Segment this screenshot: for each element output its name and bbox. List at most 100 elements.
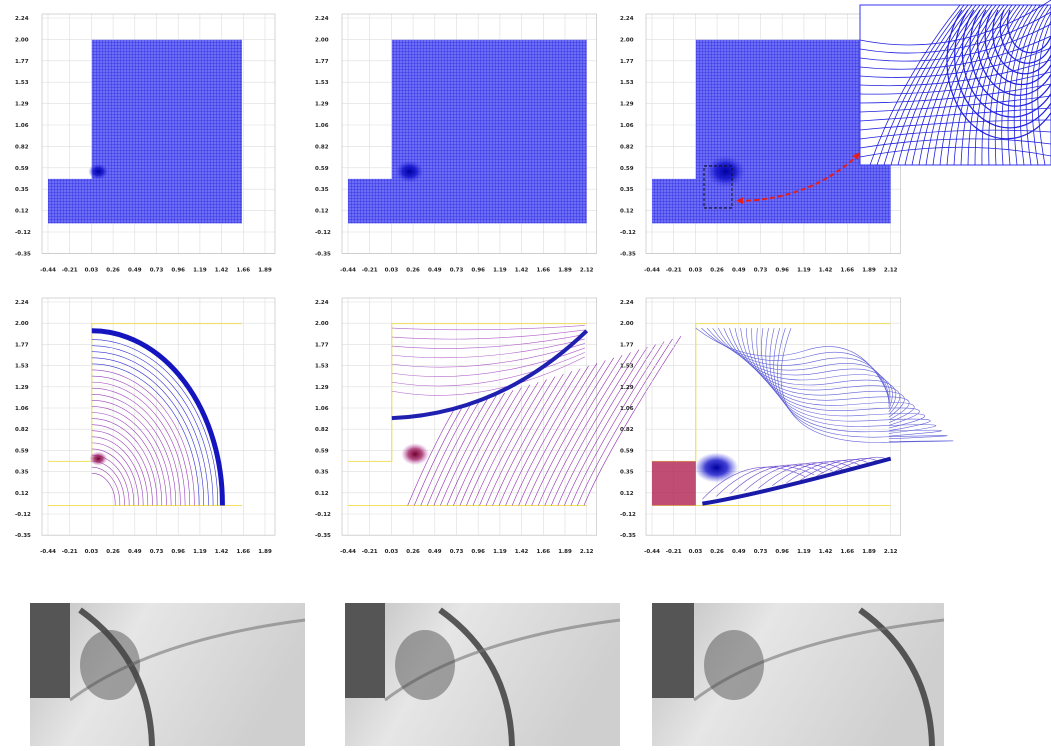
contour — [745, 328, 910, 421]
contour — [426, 400, 480, 506]
contour — [730, 464, 824, 494]
y-tick-label: 0.35 — [315, 470, 329, 476]
mesh-line — [859, 0, 1051, 46]
y-tick-label: 1.29 — [15, 385, 29, 391]
x-tick-label: 0.49 — [128, 267, 142, 273]
contour — [551, 349, 640, 506]
mesh-line — [859, 138, 1051, 149]
mesh-line — [859, 47, 1051, 78]
x-tick-label: 0.73 — [754, 267, 768, 273]
mesh-line — [953, 4, 1009, 166]
y-tick-label: 0.12 — [315, 209, 329, 215]
contour — [391, 347, 585, 377]
x-tick-label: 0.73 — [450, 267, 464, 273]
x-tick-label: 0.26 — [106, 549, 120, 555]
contour — [91, 345, 214, 506]
y-tick-label: 1.53 — [620, 364, 634, 370]
plot-frame — [41, 297, 276, 536]
y-tick-label: 2.24 — [15, 16, 29, 22]
photo-vortex — [704, 630, 764, 700]
contour — [391, 356, 585, 396]
panel: 2.24 2.00 1.77 1.53 1.29 1.06 0.82 0.59 0.35 0.12… — [315, 13, 597, 273]
contour — [472, 381, 539, 506]
contour — [459, 387, 522, 506]
mesh-line — [1001, 4, 1037, 166]
y-tick-label: 2.00 — [15, 321, 29, 327]
x-tick-label: 1.19 — [797, 549, 811, 555]
x-tick-label: 0.49 — [732, 549, 746, 555]
x-tick-label: 1.42 — [515, 267, 529, 273]
x-tick-label: 0.26 — [406, 267, 420, 273]
x-tick-label: 0.73 — [754, 549, 768, 555]
photo — [30, 603, 305, 746]
contour — [391, 338, 585, 359]
mesh-line — [897, 4, 977, 166]
y-tick-label: 0.35 — [620, 187, 634, 193]
photo-step — [345, 603, 385, 698]
contour — [531, 357, 615, 506]
panel: 2.24 2.00 1.77 1.53 1.29 1.06 0.82 0.59 0.35 0.12… — [315, 297, 682, 555]
x-tick-label: 0.26 — [406, 549, 420, 555]
x-tick-label: 1.89 — [558, 267, 572, 273]
y-tick-label: 0.59 — [315, 166, 329, 172]
contour — [91, 448, 135, 506]
y-tick-label: 1.06 — [315, 406, 329, 412]
contour — [91, 381, 186, 506]
mesh-line — [992, 9, 1051, 75]
contour — [744, 463, 834, 492]
mesh-line — [859, 11, 1051, 54]
contour — [729, 328, 897, 412]
mesh-line — [859, 129, 1051, 140]
contour — [446, 392, 505, 506]
contour — [492, 373, 564, 506]
x-tick-label: -0.44 — [340, 267, 356, 273]
y-tick-label: 1.77 — [620, 342, 634, 348]
x-tick-label: -0.44 — [644, 549, 660, 555]
x-tick-label: 1.19 — [493, 549, 507, 555]
y-tick-label: 0.35 — [620, 470, 634, 476]
y-tick-label: 0.82 — [15, 144, 29, 150]
y-tick-label: -0.12 — [620, 512, 636, 518]
y-tick-label: 2.00 — [620, 321, 634, 327]
x-tick-label: 1.42 — [819, 549, 833, 555]
y-tick-label: 0.12 — [15, 209, 29, 215]
mesh-line — [984, 9, 1051, 86]
mesh-line — [890, 4, 973, 166]
mesh-line — [1025, 5, 1051, 166]
y-tick-label: 1.06 — [15, 406, 29, 412]
contour — [701, 327, 890, 399]
panels: 2.24 2.00 1.77 1.53 1.29 1.06 0.82 0.59 0.35 0.12… — [15, 13, 954, 555]
contour — [391, 329, 585, 340]
contour — [723, 327, 893, 410]
y-tick-label: -0.35 — [15, 251, 31, 257]
x-tick-label: 0.73 — [150, 267, 164, 273]
mesh-line — [967, 4, 1017, 166]
contour — [91, 424, 153, 506]
x-tick-label: 0.96 — [775, 267, 789, 273]
photo-step — [652, 603, 694, 698]
x-tick-label: -0.21 — [666, 549, 682, 555]
contour — [537, 354, 623, 506]
contour — [91, 357, 205, 506]
x-tick-label: 1.42 — [819, 267, 833, 273]
x-tick-label: -0.21 — [666, 267, 682, 273]
photo-shock — [438, 607, 515, 747]
x-tick-label: 1.42 — [515, 549, 529, 555]
mesh-line — [859, 146, 1051, 158]
contour — [758, 462, 843, 489]
y-tick-label: 1.29 — [315, 385, 329, 391]
y-tick-label: 2.24 — [15, 300, 29, 306]
y-tick-label: -0.35 — [15, 533, 31, 539]
mesh-line — [1007, 4, 1041, 166]
x-tick-label: -0.21 — [62, 549, 78, 555]
x-tick-label: -0.44 — [340, 549, 356, 555]
x-tick-label: 1.66 — [841, 267, 855, 273]
contour — [772, 461, 852, 486]
contour — [413, 406, 463, 506]
mesh-line — [961, 9, 1051, 118]
x-tick-label: 1.19 — [797, 267, 811, 273]
x-tick-label: 1.89 — [258, 267, 272, 273]
vortex — [694, 452, 739, 483]
mesh-line — [1031, 12, 1051, 166]
contour — [420, 403, 472, 506]
